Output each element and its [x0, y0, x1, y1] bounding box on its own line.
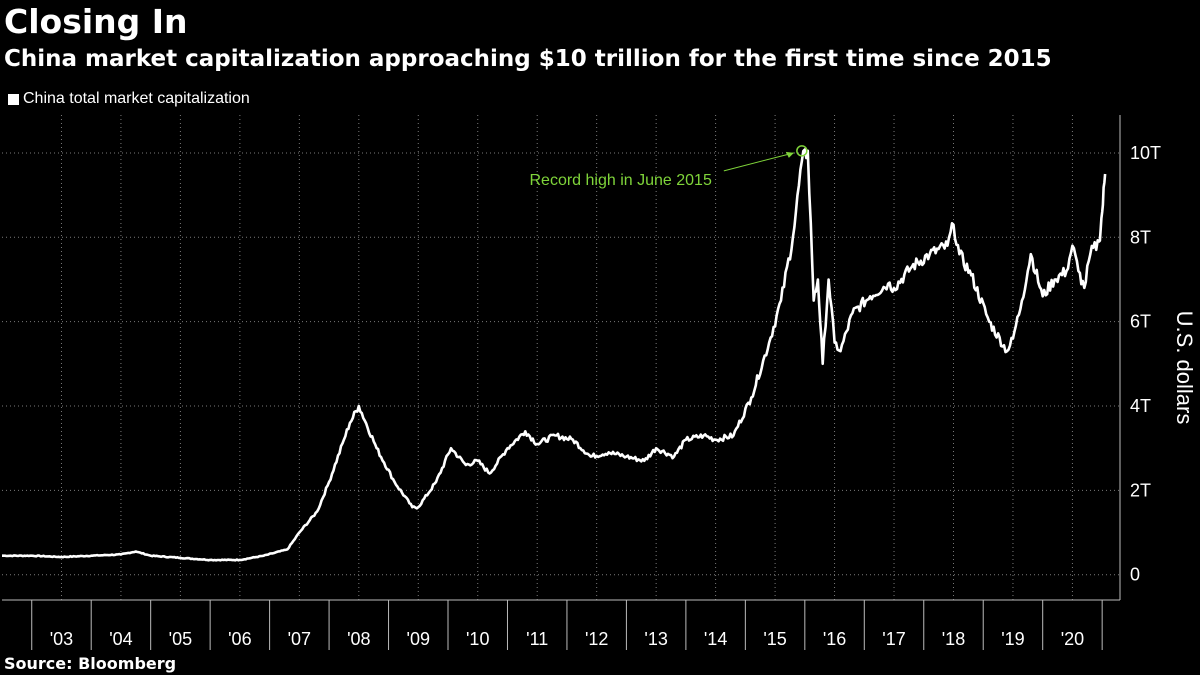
x-tick-label: '15: [763, 629, 786, 649]
annotation-marker: [796, 145, 808, 157]
x-tick-label: '04: [109, 629, 132, 649]
source-note: Source: Bloomberg: [4, 654, 177, 673]
annotation-arrow: [723, 152, 794, 172]
chart-subtitle: China market capitalization approaching …: [4, 46, 1052, 72]
legend-swatch: [8, 93, 19, 105]
y-axis-label: U.S. dollars: [1172, 311, 1197, 425]
x-tick-label: '16: [823, 629, 846, 649]
x-tick-label: '05: [169, 629, 192, 649]
x-tick-label: '03: [50, 629, 73, 649]
x-tick-label: '14: [704, 629, 727, 649]
x-tick-label: '18: [942, 629, 965, 649]
y-tick-label: 0: [1130, 565, 1140, 585]
x-tick-label: '08: [347, 629, 370, 649]
y-tick-label: 10T: [1130, 143, 1161, 163]
y-tick-label: 2T: [1130, 480, 1151, 500]
x-tick-label: '13: [644, 629, 667, 649]
legend: China total market capitalization: [8, 90, 250, 108]
x-tick-label: '10: [466, 629, 489, 649]
annotation-arrowhead: [785, 151, 794, 158]
x-tick-label: '09: [407, 629, 430, 649]
x-tick-label: '12: [585, 629, 608, 649]
x-tick-label: '20: [1061, 629, 1084, 649]
series-line: [2, 148, 1107, 562]
legend-label: China total market capitalization: [23, 90, 250, 107]
x-tick-label: '07: [288, 629, 311, 649]
x-tick-label: '19: [1001, 629, 1024, 649]
x-tick-label: '06: [228, 629, 251, 649]
annotation-label: Record high in June 2015: [529, 172, 711, 189]
y-tick-label: 8T: [1130, 227, 1151, 247]
y-tick-label: 4T: [1130, 396, 1151, 416]
chart-title: Closing In: [4, 2, 188, 41]
y-tick-label: 6T: [1130, 312, 1151, 332]
x-tick-label: '17: [882, 629, 905, 649]
x-tick-label: '11: [526, 629, 548, 649]
